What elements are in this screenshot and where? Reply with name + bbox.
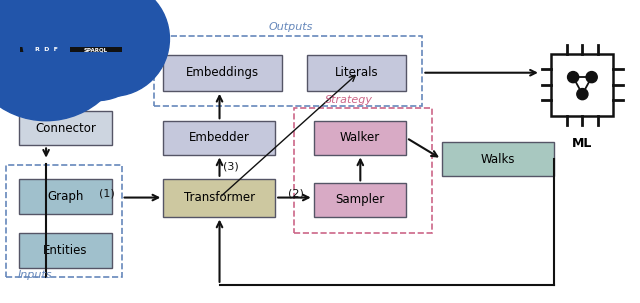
Text: Connector: Connector — [35, 122, 96, 135]
Ellipse shape — [0, 0, 126, 105]
Ellipse shape — [586, 72, 597, 83]
Bar — [314, 183, 406, 217]
Bar — [6, 165, 122, 277]
Ellipse shape — [0, 0, 104, 89]
Text: Walks: Walks — [481, 153, 515, 165]
Text: (2): (2) — [288, 189, 303, 199]
Ellipse shape — [568, 72, 579, 83]
Ellipse shape — [38, 0, 154, 90]
Ellipse shape — [577, 88, 588, 100]
Text: Graph: Graph — [47, 190, 84, 203]
Text: ML: ML — [572, 137, 593, 150]
Text: (1): (1) — [99, 189, 115, 199]
Ellipse shape — [0, 0, 129, 121]
Ellipse shape — [38, 0, 154, 101]
Ellipse shape — [0, 0, 94, 105]
Text: Embedder: Embedder — [189, 132, 250, 144]
Text: (3): (3) — [223, 161, 238, 172]
Text: R  D  F: R D F — [35, 47, 58, 52]
Bar — [20, 27, 72, 52]
Text: Strategy: Strategy — [325, 95, 372, 105]
Text: Walker: Walker — [340, 132, 380, 144]
Bar — [163, 179, 275, 217]
Bar — [70, 27, 122, 52]
Text: SPARQL: SPARQL — [84, 47, 108, 52]
Bar — [163, 121, 275, 155]
Ellipse shape — [22, 0, 138, 96]
Bar — [19, 111, 112, 145]
Text: Transformer: Transformer — [184, 191, 255, 204]
Text: Embeddings: Embeddings — [186, 66, 259, 79]
Ellipse shape — [54, 0, 170, 96]
Text: Entities: Entities — [44, 244, 88, 257]
Bar — [154, 36, 422, 106]
Bar — [294, 108, 432, 233]
Bar — [307, 55, 406, 91]
Bar — [19, 233, 112, 268]
Text: Inputs: Inputs — [18, 270, 52, 280]
Bar — [314, 121, 406, 155]
Bar — [442, 142, 554, 176]
Bar — [163, 55, 282, 91]
Bar — [552, 54, 613, 116]
Text: Sampler: Sampler — [335, 194, 385, 206]
Bar — [19, 179, 112, 214]
Text: Literals: Literals — [335, 66, 379, 79]
Text: Outputs: Outputs — [269, 22, 314, 32]
Bar — [70, 47, 122, 52]
Bar — [20, 47, 72, 52]
